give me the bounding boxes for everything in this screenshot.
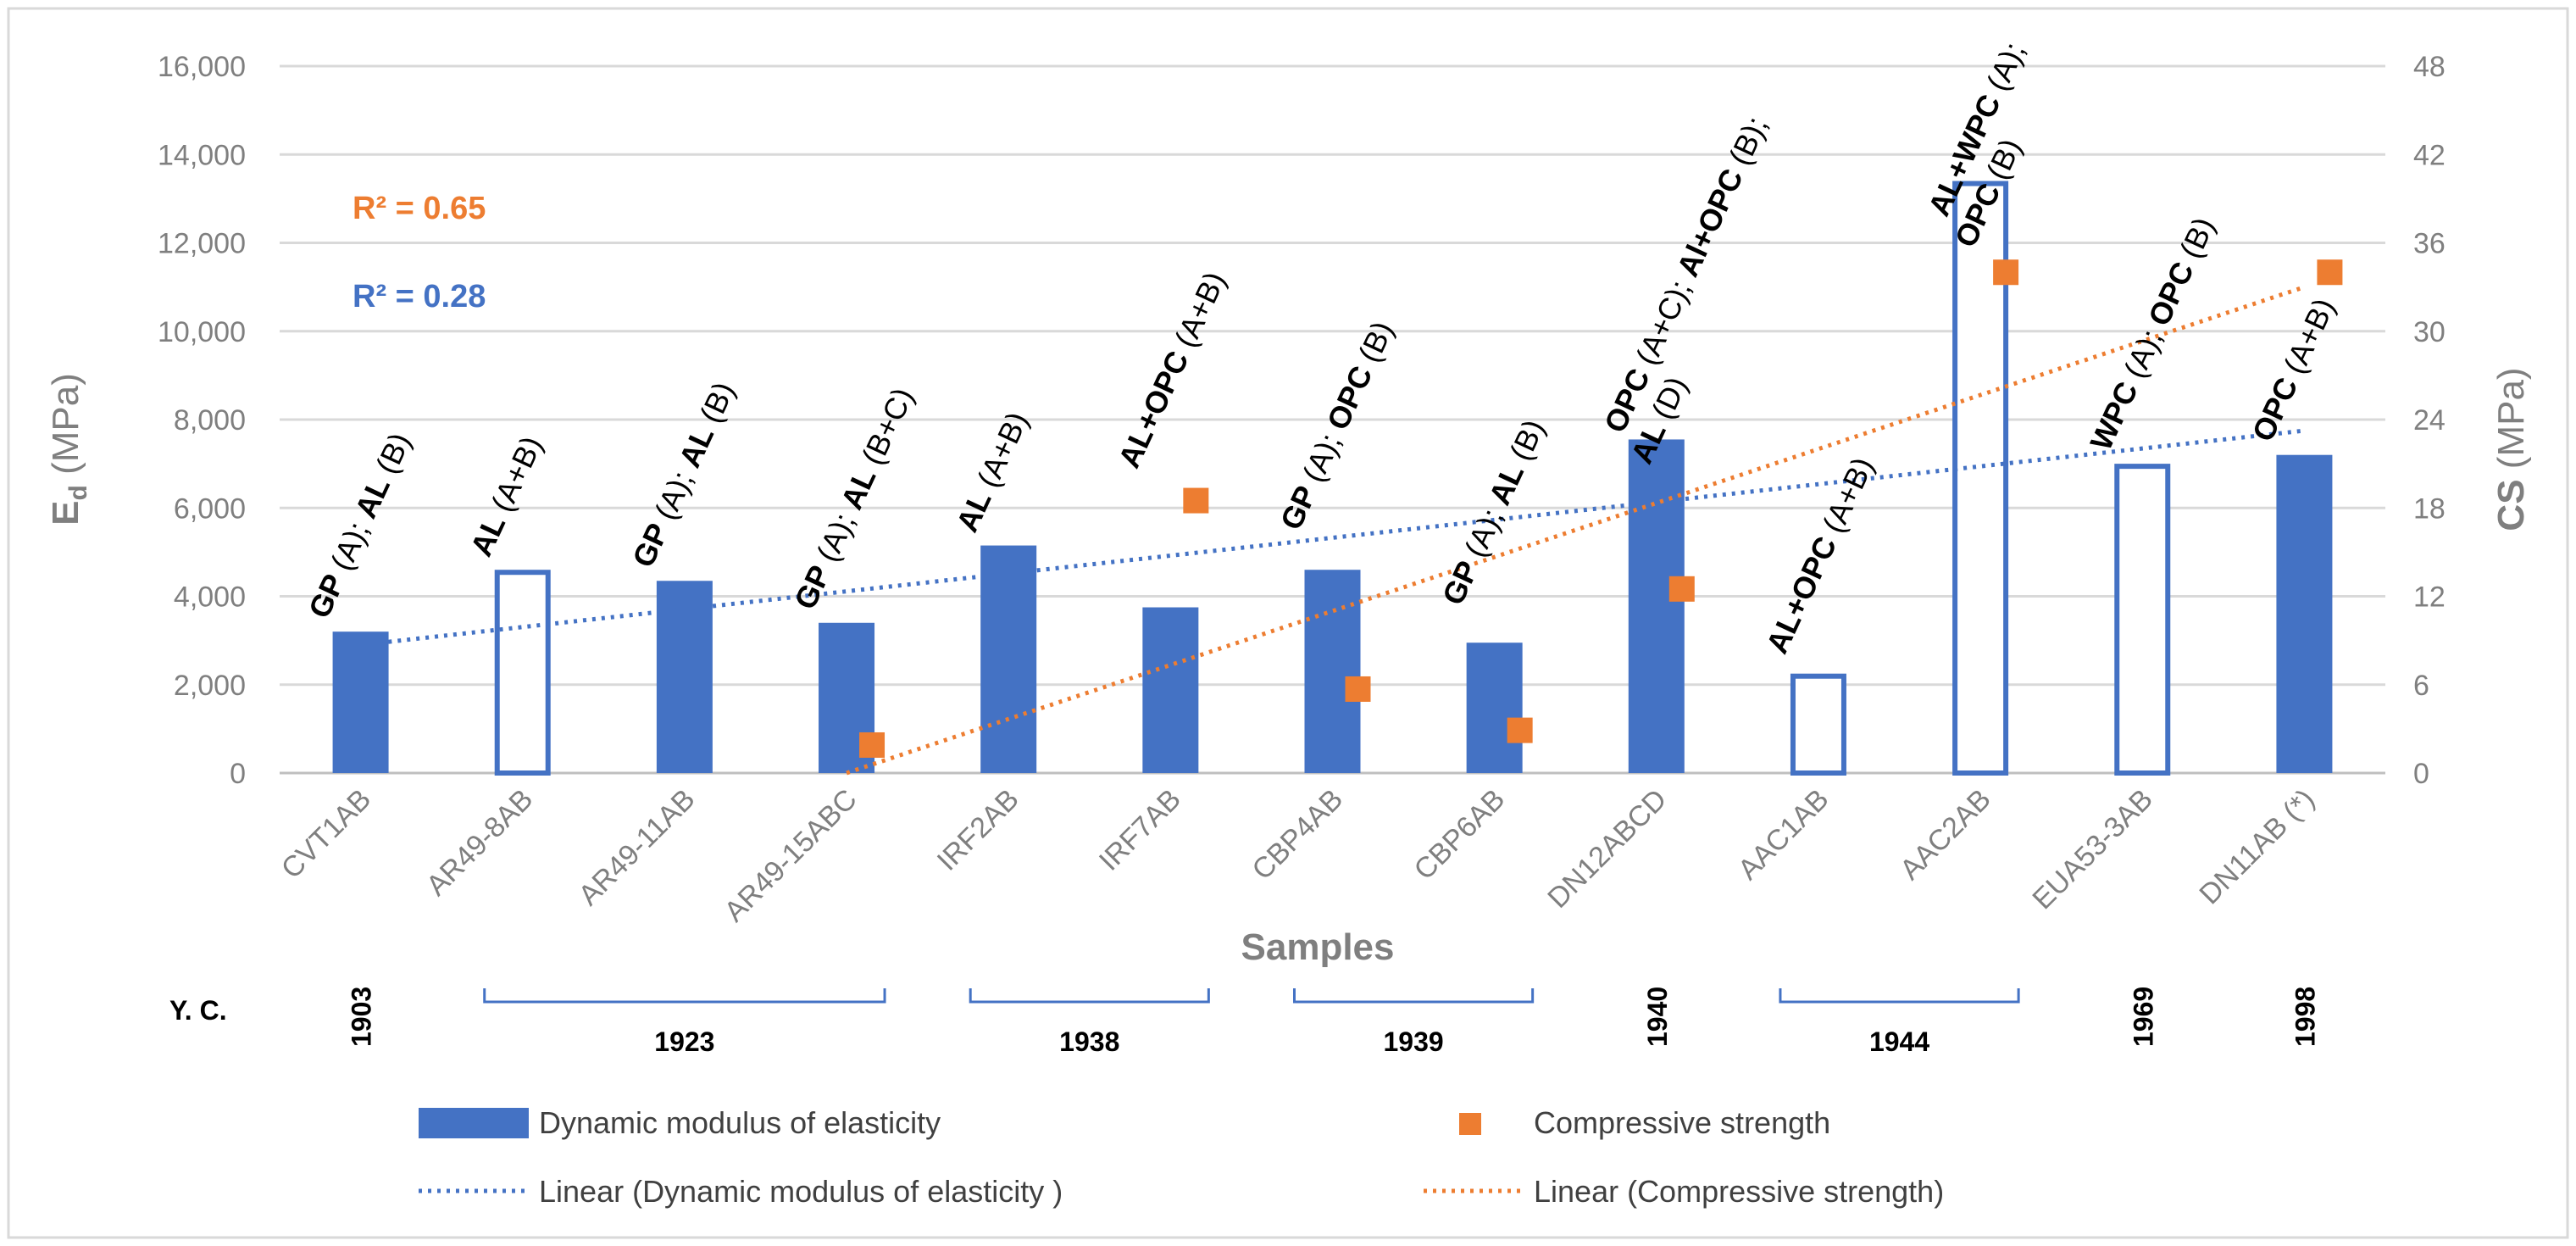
r2-modulus: R² = 0.28 bbox=[353, 279, 486, 314]
year-row: 1903 1940 1969 1998 1923 1938 1939 1944 bbox=[347, 987, 2321, 1057]
bar bbox=[1304, 570, 1361, 773]
compressive-strength-point bbox=[1345, 676, 1371, 702]
y-left-tick-label: 14,000 bbox=[158, 139, 246, 171]
y-left-tick-label: 6,000 bbox=[174, 492, 246, 525]
year-row-label: Y. C. bbox=[169, 995, 227, 1026]
year-bracket bbox=[483, 988, 886, 1004]
bar bbox=[656, 581, 713, 773]
compressive-strength-point bbox=[1668, 576, 1695, 602]
compressive-strength-point bbox=[2317, 259, 2343, 286]
year-group-label: 1939 bbox=[1383, 1026, 1443, 1057]
year-label: 1903 bbox=[347, 987, 377, 1047]
bar bbox=[1142, 607, 1199, 773]
bar bbox=[1466, 642, 1523, 773]
left-axis-ticks: 0 2,000 4,000 6,000 8,000 10,000 12,000 14,000 1… bbox=[158, 51, 246, 790]
y-right-tick-label: 6 bbox=[2413, 670, 2429, 702]
x-axis-title: Samples bbox=[1241, 926, 1395, 968]
y-right-tick-label: 36 bbox=[2413, 228, 2446, 260]
y-right-tick-label: 24 bbox=[2413, 404, 2446, 437]
year-bracket bbox=[1293, 988, 1535, 1004]
y-left-tick-label: 4,000 bbox=[174, 581, 246, 614]
year-group-label: 1944 bbox=[1869, 1026, 1929, 1057]
legend-bar-swatch bbox=[419, 1108, 529, 1138]
y-axis-right-title: CS (MPa) bbox=[2490, 367, 2532, 531]
y-left-tick-label: 8,000 bbox=[174, 404, 246, 437]
year-label: 1940 bbox=[1642, 987, 1673, 1047]
y-right-tick-label: 0 bbox=[2413, 758, 2429, 790]
y-axis-left-title: Ed (MPa) bbox=[45, 373, 92, 526]
gridlines bbox=[280, 64, 2385, 775]
year-label: 1998 bbox=[2290, 987, 2320, 1047]
year-group-label: 1923 bbox=[654, 1026, 714, 1057]
y-left-tick-label: 10,000 bbox=[158, 316, 246, 348]
legend-compressive-trend: Linear (Compressive strength) bbox=[1534, 1174, 1944, 1209]
bar bbox=[2114, 464, 2171, 776]
y-right-tick-label: 30 bbox=[2413, 316, 2446, 348]
y-right-tick-label: 18 bbox=[2413, 492, 2446, 525]
compressive-strength-point bbox=[1183, 487, 1209, 514]
bar bbox=[1628, 439, 1685, 773]
legend-square-swatch bbox=[1459, 1113, 1481, 1135]
year-label: 1969 bbox=[2128, 987, 2158, 1047]
legend-modulus: Dynamic modulus of elasticity bbox=[539, 1105, 941, 1140]
compressive-strength-point bbox=[1993, 259, 2019, 286]
year-bracket bbox=[969, 988, 1210, 1004]
y-right-tick-label: 12 bbox=[2413, 581, 2446, 614]
compressive-strength-points bbox=[859, 259, 2343, 758]
legend-modulus-trend: Linear (Dynamic modulus of elasticity ) bbox=[539, 1174, 1063, 1209]
y-left-tick-label: 2,000 bbox=[174, 670, 246, 702]
y-left-tick-label: 16,000 bbox=[158, 51, 246, 83]
year-bracket bbox=[1779, 988, 2020, 1004]
bars bbox=[332, 181, 2333, 776]
bar bbox=[494, 570, 551, 776]
legend: Dynamic modulus of elasticity Compressiv… bbox=[419, 1105, 1944, 1209]
compressive-strength-point bbox=[1507, 717, 1533, 743]
bar bbox=[1790, 673, 1846, 776]
compressive-strength-point bbox=[859, 731, 886, 758]
bar bbox=[980, 545, 1037, 773]
bar bbox=[2276, 454, 2333, 773]
r2-compressive: R² = 0.65 bbox=[353, 191, 486, 226]
right-axis-ticks: 0 6 12 18 24 30 36 42 48 bbox=[2413, 51, 2446, 790]
year-group-label: 1938 bbox=[1059, 1026, 1119, 1057]
legend-compressive: Compressive strength bbox=[1534, 1105, 1830, 1140]
y-right-tick-label: 48 bbox=[2413, 51, 2446, 83]
y-left-tick-label: 0 bbox=[230, 758, 246, 790]
y-right-tick-label: 42 bbox=[2413, 139, 2446, 171]
y-left-tick-label: 12,000 bbox=[158, 228, 246, 260]
bar bbox=[332, 631, 389, 773]
